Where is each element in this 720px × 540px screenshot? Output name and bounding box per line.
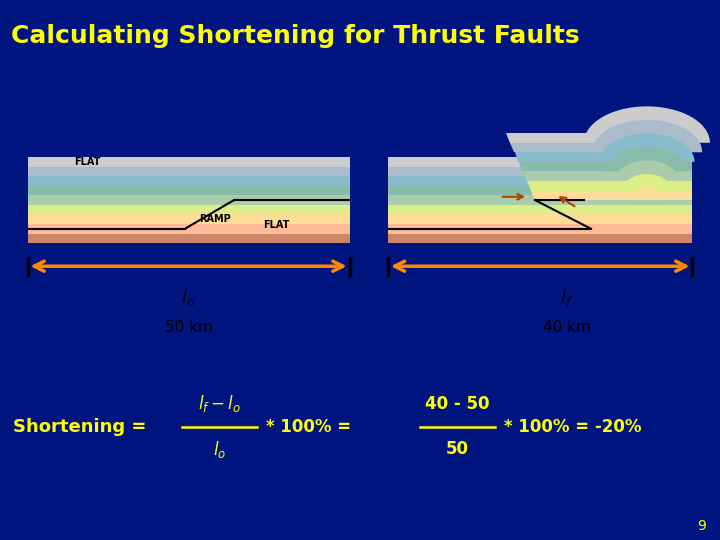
Polygon shape [506,133,693,143]
Text: Calculating Shortening for Thrust Faults: Calculating Shortening for Thrust Faults [11,24,580,48]
Polygon shape [388,157,693,167]
Text: * 100% = -20%: * 100% = -20% [504,417,642,436]
Polygon shape [27,195,349,205]
Polygon shape [27,186,349,195]
Polygon shape [388,195,693,205]
Polygon shape [615,160,679,181]
Polygon shape [523,171,693,181]
Text: 50: 50 [446,440,469,458]
Text: $l_f - l_o$: $l_f - l_o$ [198,394,241,414]
Text: $l_o$: $l_o$ [213,439,226,460]
Text: 40 km: 40 km [542,320,590,335]
Polygon shape [27,205,349,214]
Text: FLAT: FLAT [74,157,100,167]
Text: $l_f$: $l_f$ [560,287,573,308]
Polygon shape [27,224,349,233]
Polygon shape [388,186,693,195]
Polygon shape [388,233,693,243]
Polygon shape [27,167,349,176]
Polygon shape [27,176,349,186]
Polygon shape [388,205,693,214]
Text: $l_o$: $l_o$ [181,287,196,308]
Polygon shape [592,120,702,152]
Text: Shortening =: Shortening = [13,417,146,436]
Polygon shape [515,152,693,162]
Text: 50 km: 50 km [165,320,212,335]
Polygon shape [527,181,693,191]
Polygon shape [27,214,349,224]
Polygon shape [27,233,349,243]
Polygon shape [388,214,693,224]
Polygon shape [388,167,693,176]
Text: * 100% =: * 100% = [266,417,351,436]
Polygon shape [531,191,693,200]
Polygon shape [388,176,693,186]
Polygon shape [630,187,664,200]
Text: RAMP: RAMP [199,214,231,224]
Polygon shape [584,106,710,143]
Polygon shape [599,133,695,162]
Polygon shape [607,147,687,171]
Text: FLAT: FLAT [263,220,289,231]
Polygon shape [622,174,672,191]
Text: 40 - 50: 40 - 50 [425,395,490,413]
Polygon shape [510,143,693,152]
Text: 9: 9 [698,519,706,534]
Polygon shape [388,224,693,233]
Polygon shape [519,162,693,171]
Polygon shape [27,157,349,167]
